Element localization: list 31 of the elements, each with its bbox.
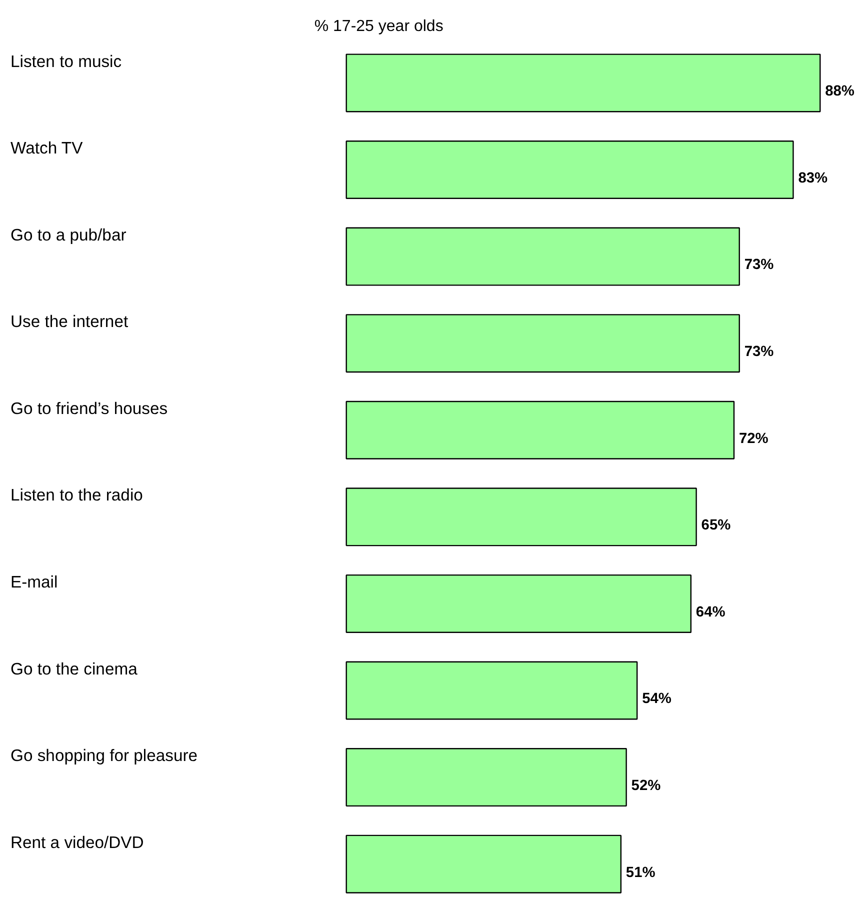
data-label: 65% xyxy=(701,518,731,534)
y-tick-label: Go to a pub/bar xyxy=(10,225,127,244)
y-tick-label: Listen to music xyxy=(10,52,122,71)
bar xyxy=(346,227,740,286)
y-tick-label: Listen to the radio xyxy=(10,486,143,505)
y-tick-label: Watch TV xyxy=(10,138,84,158)
data-label: 64% xyxy=(696,604,726,620)
y-tick-label: E-mail xyxy=(10,572,58,592)
y-tick-label: Go to the cinema xyxy=(10,659,138,678)
y-tick-label: Rent a video/DVD xyxy=(10,832,144,852)
bar xyxy=(346,574,692,633)
data-label: 73% xyxy=(744,257,774,274)
chart-title: % 17-25 year olds xyxy=(314,18,444,36)
y-tick-label: Use the internet xyxy=(10,312,128,332)
bar xyxy=(346,314,740,373)
data-label: 73% xyxy=(744,344,774,360)
data-label: 52% xyxy=(631,778,661,794)
data-label: 88% xyxy=(825,84,854,100)
y-tick-label: Go to friend’s houses xyxy=(10,398,168,418)
data-label: 83% xyxy=(798,170,828,186)
bar xyxy=(346,834,622,894)
data-label: 72% xyxy=(738,430,768,447)
y-tick-label: Go shopping for pleasure xyxy=(10,746,198,766)
bar xyxy=(346,661,638,720)
bar xyxy=(346,748,627,807)
bar xyxy=(346,140,794,199)
bar xyxy=(346,400,735,460)
data-label: 54% xyxy=(642,691,672,708)
bar xyxy=(346,488,697,546)
bar xyxy=(346,54,821,112)
data-label: 51% xyxy=(626,864,656,881)
